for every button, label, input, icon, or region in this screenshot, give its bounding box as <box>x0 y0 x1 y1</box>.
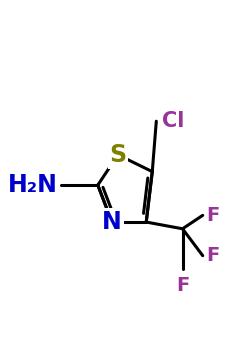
Text: F: F <box>207 206 220 225</box>
Text: F: F <box>176 276 189 295</box>
Text: F: F <box>207 246 220 265</box>
Text: S: S <box>110 143 126 167</box>
Text: Cl: Cl <box>162 111 185 131</box>
Text: N: N <box>102 210 122 234</box>
Text: H₂N: H₂N <box>8 173 58 197</box>
